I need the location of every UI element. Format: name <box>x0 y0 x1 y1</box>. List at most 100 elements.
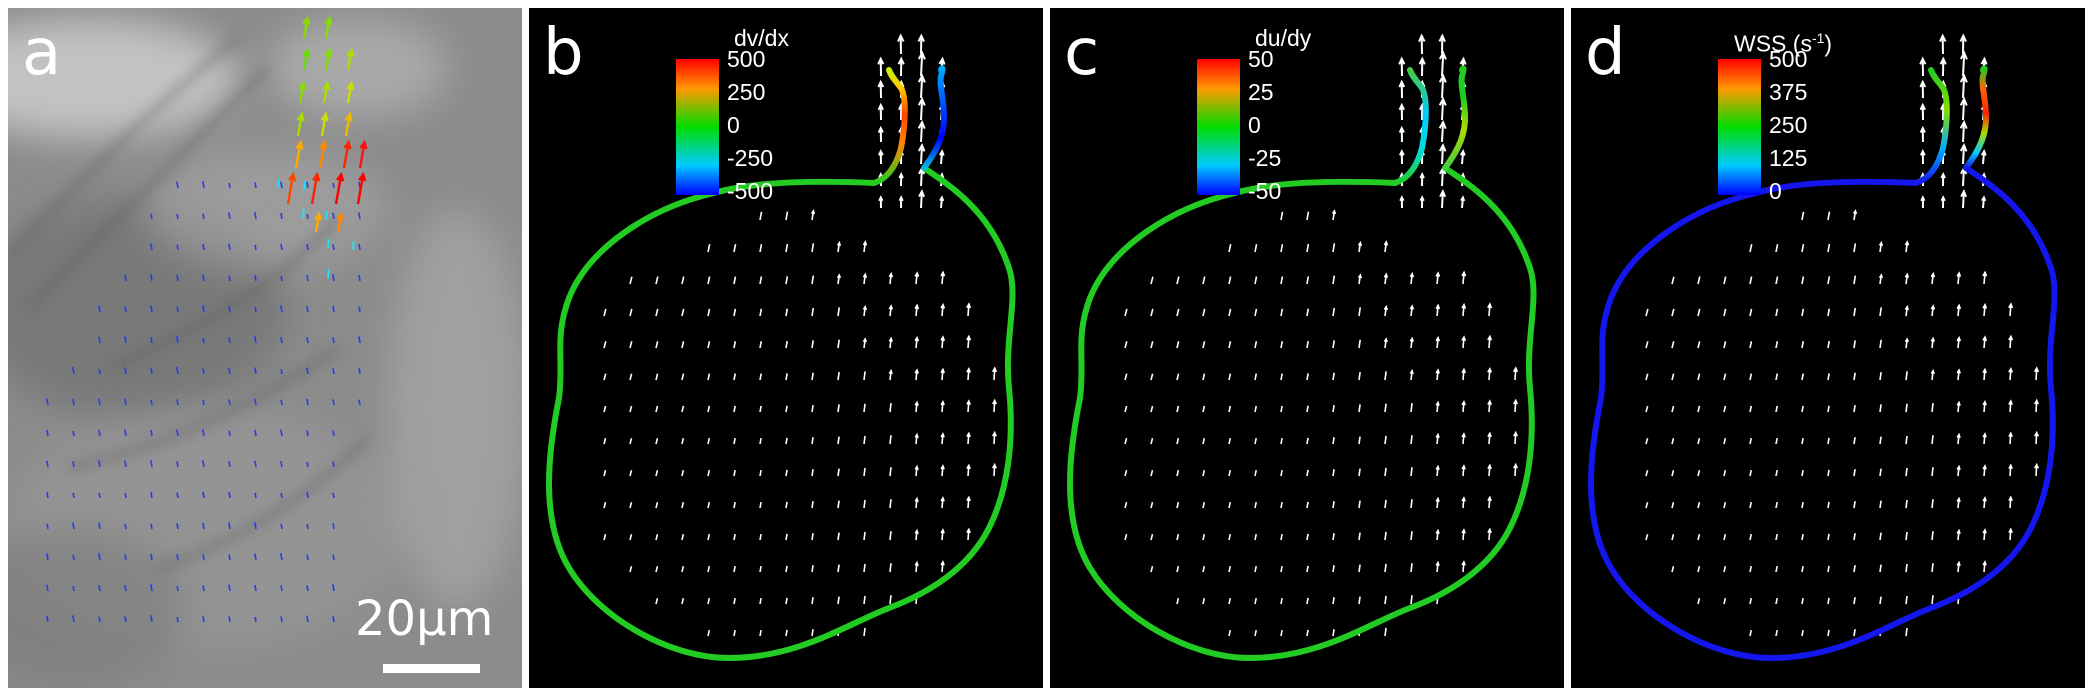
velocity-arrow <box>353 241 354 250</box>
velocity-arrow <box>1385 436 1386 444</box>
velocity-arrow <box>229 244 230 250</box>
velocity-arrow <box>1125 470 1127 476</box>
velocity-arrow <box>1359 404 1360 412</box>
velocity-arrow <box>708 502 709 508</box>
velocity-arrow <box>229 616 230 622</box>
velocity-arrow <box>1698 309 1700 316</box>
velocity-arrow <box>1203 374 1204 380</box>
velocity-arrow <box>47 524 48 529</box>
velocity-arrow <box>1776 438 1777 444</box>
velocity-arrow <box>151 214 152 219</box>
velocity-arrow <box>864 371 865 380</box>
velocity-arrow <box>1828 502 1829 508</box>
velocity-arrow <box>1802 470 1803 476</box>
velocity-arrow <box>1698 502 1699 508</box>
velocity-arrow <box>1411 595 1412 604</box>
velocity-arrow <box>1307 630 1308 636</box>
velocity-arrow <box>734 341 735 348</box>
velocity-arrow <box>760 277 761 284</box>
velocity-arrow <box>255 399 256 405</box>
velocity-arrow <box>73 399 74 405</box>
velocity-arrow <box>333 399 334 405</box>
velocity-arrow <box>760 566 761 572</box>
velocity-arrow <box>203 586 204 591</box>
velocity-arrow <box>708 374 709 380</box>
velocity-arrow <box>151 306 152 312</box>
velocity-arrow <box>1359 437 1360 444</box>
velocity-arrow <box>1307 212 1308 220</box>
velocity-arrow <box>1828 212 1829 220</box>
velocity-arrow <box>838 372 839 380</box>
velocity-arrow <box>1385 532 1386 540</box>
velocity-arrow <box>864 596 865 604</box>
velocity-arrow <box>708 598 709 604</box>
velocity-arrow <box>1255 566 1256 572</box>
velocity-arrow <box>1151 277 1153 284</box>
velocity-arrow <box>151 554 152 560</box>
velocity-arrow <box>151 337 152 343</box>
velocity-arrow <box>99 337 100 343</box>
velocity-arrow <box>708 244 710 252</box>
colorbar-tick: 0 <box>1769 178 1782 204</box>
velocity-arrow <box>1281 438 1282 444</box>
colorbar-tick: 250 <box>727 79 765 105</box>
velocity-arrow <box>1125 406 1127 412</box>
velocity-arrow <box>177 586 178 591</box>
velocity-arrow <box>1177 341 1179 348</box>
velocity-arrow <box>1698 406 1699 412</box>
velocity-arrow <box>1255 374 1256 380</box>
velocity-arrow <box>1281 630 1282 636</box>
velocity-arrow <box>151 524 152 529</box>
velocity-arrow <box>1177 598 1178 604</box>
velocity-arrow <box>1724 566 1725 572</box>
velocity-arrow <box>1672 309 1674 316</box>
velocity-arrow <box>1802 534 1803 540</box>
velocity-arrow <box>151 492 152 498</box>
velocity-arrow <box>1854 629 1855 636</box>
panel-a-brightfield: a 20μm <box>8 8 522 688</box>
velocity-arrow <box>1151 341 1153 348</box>
velocity-arrow <box>281 616 282 622</box>
velocity-arrow <box>1177 406 1178 412</box>
velocity-arrow <box>1333 373 1334 380</box>
velocity-arrow <box>1828 534 1829 540</box>
velocity-arrow <box>682 374 683 380</box>
velocity-arrow <box>177 617 178 622</box>
velocity-arrow <box>760 502 761 508</box>
velocity-arrow <box>604 438 606 444</box>
velocity-arrow <box>1333 243 1334 252</box>
velocity-arrow <box>1698 341 1700 348</box>
velocity-arrow <box>281 400 282 405</box>
velocity-arrow <box>734 566 735 572</box>
velocity-arrow <box>630 470 631 476</box>
velocity-arrow <box>1880 437 1881 444</box>
velocity-arrow <box>333 555 334 560</box>
velocity-arrow <box>229 555 230 560</box>
velocity-arrow <box>812 405 813 412</box>
velocity-arrow <box>838 501 839 508</box>
velocity-arrow <box>656 438 657 444</box>
velocity-arrow <box>1333 340 1334 348</box>
velocity-arrow <box>1203 534 1204 540</box>
velocity-arrow <box>630 277 632 284</box>
colorbar-tick: -500 <box>727 178 773 204</box>
velocity-arrow <box>1646 438 1648 444</box>
velocity-arrow <box>307 337 308 343</box>
velocity-arrow <box>760 630 761 636</box>
velocity-arrow <box>1932 403 1933 412</box>
velocity-arrow <box>1724 277 1726 284</box>
velocity-arrow <box>1906 500 1907 508</box>
velocity-arrow <box>734 244 736 252</box>
velocity-arrow <box>1672 406 1674 412</box>
velocity-arrow <box>812 597 813 604</box>
velocity-arrow <box>307 368 308 374</box>
velocity-arrow <box>1880 469 1881 476</box>
velocity-arrow <box>708 630 709 636</box>
velocity-arrow <box>604 470 606 476</box>
velocity-arrow <box>656 470 657 476</box>
velocity-arrow <box>177 182 178 188</box>
velocity-arrow <box>1880 597 1881 604</box>
velocity-arrow <box>281 337 282 343</box>
velocity-arrow <box>1750 406 1751 412</box>
velocity-arrow <box>255 367 256 374</box>
